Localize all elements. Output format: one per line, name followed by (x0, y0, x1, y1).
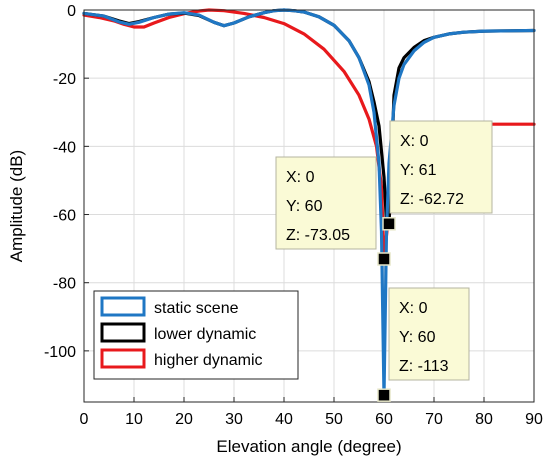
y-axis-label: Amplitude (dB) (7, 150, 26, 262)
y-tick-label: -100 (44, 344, 76, 361)
legend-swatch-lower-dynamic (100, 322, 146, 343)
datatip-box (388, 287, 470, 381)
legend-swatch-static-scene (100, 296, 146, 317)
x-tick-label: 60 (375, 411, 393, 428)
datatip-z-label: Z: -62.72 (400, 191, 464, 208)
y-tick-label: -40 (53, 139, 76, 156)
legend: static scene lower dynamic higher dynamic (93, 290, 299, 380)
y-tick-label: 0 (67, 3, 76, 20)
datatips: X: 0 Y: 61 Z: -62.72 X: 0 Y: 60 Z: -73.05 X: 0… (275, 120, 493, 402)
x-tick-label: 80 (475, 411, 493, 428)
ticks: 0 10 20 30 40 50 60 70 80 90 0 -20 -40 -60 -80 -100 (44, 3, 543, 428)
datatip-box (275, 156, 377, 250)
datatip-box (389, 120, 493, 214)
y-tick-label: -60 (53, 208, 76, 225)
legend-label-higher-dynamic: higher dynamic (154, 352, 263, 369)
plot-frame (83, 9, 535, 403)
datatip-z-label: Z: -73.05 (286, 227, 350, 244)
y-tick-label: -80 (53, 276, 76, 293)
legend-label-static-scene: static scene (154, 300, 239, 317)
datatip-x-label: X: 0 (286, 169, 315, 186)
x-tick-label: 70 (425, 411, 443, 428)
x-tick-label: 30 (225, 411, 243, 428)
datatip-y-label: Y: 60 (399, 329, 436, 346)
series-line-static-scene (82, 8, 536, 397)
datatip-marker (382, 217, 396, 231)
legend-swatch-higher-dynamic (100, 348, 146, 369)
datatip-x-label: X: 0 (399, 300, 428, 317)
x-tick-label: 50 (325, 411, 343, 428)
x-axis-label: Elevation angle (degree) (216, 437, 401, 456)
x-tick-label: 90 (525, 411, 543, 428)
datatip-x-label: X: 0 (400, 133, 429, 150)
x-tick-label: 20 (175, 411, 193, 428)
x-tick-label: 10 (125, 411, 143, 428)
x-tick-label: 0 (80, 411, 89, 428)
datatip-z-label: Z: -113 (399, 358, 449, 375)
y-tick-label: -20 (53, 71, 76, 88)
datatip-marker (377, 252, 391, 266)
legend-box (93, 290, 299, 380)
datatip-marker (377, 388, 391, 402)
datatip-y-label: Y: 61 (400, 162, 437, 179)
datatip-y-label: Y: 60 (286, 198, 323, 215)
legend-label-lower-dynamic: lower dynamic (154, 326, 256, 343)
x-tick-label: 40 (275, 411, 293, 428)
